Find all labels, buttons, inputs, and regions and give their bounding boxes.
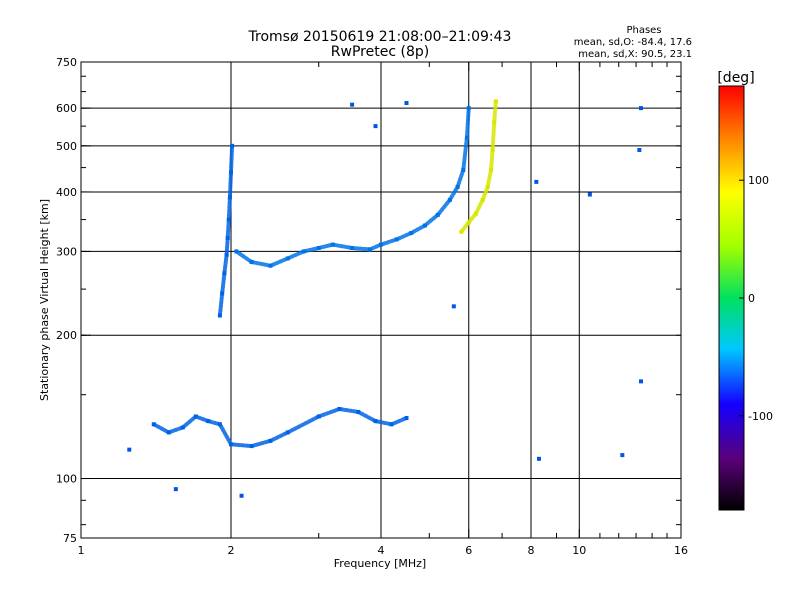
colorbar-tick-label: 100: [748, 174, 769, 187]
x-tick-label: 10: [572, 544, 586, 557]
x-tick-label: 8: [528, 544, 535, 557]
chart-subtitle: RwPretec (8p): [331, 44, 429, 60]
x-axis-ticks: 1 2 4 6 8 10 16: [78, 62, 688, 557]
echo-point: [173, 487, 178, 492]
x-tick-label: 1: [78, 544, 85, 557]
echo-point: [451, 304, 456, 309]
x-tick-label: 16: [674, 544, 688, 557]
y-tick-label: 75: [63, 532, 77, 545]
stats-o-mode: mean, sd,O: -84.4, 17.6: [574, 37, 692, 48]
y-tick-label: 750: [56, 56, 77, 69]
grid-lines: [81, 62, 681, 538]
colorbar-label: [deg]: [717, 70, 754, 86]
x-tick-label: 2: [228, 544, 235, 557]
x-tick-label: 4: [378, 544, 385, 557]
x-tick-label: 6: [465, 544, 472, 557]
header: Tromsø 20150619 21:08:00–21:09:43 RwPret…: [248, 25, 692, 60]
y-tick-label: 400: [56, 186, 77, 199]
colorbar-tick-label: -100: [748, 410, 773, 423]
echo-point: [536, 456, 541, 461]
echo-point: [587, 192, 592, 197]
echo-points: [127, 99, 644, 498]
y-tick-label: 600: [56, 102, 77, 115]
echo-point: [639, 106, 644, 111]
y-axis-label: Stationary phase Virtual Height [km]: [38, 199, 51, 401]
echo-point: [350, 102, 355, 107]
colorbar: [deg] 100 0 -100: [717, 70, 773, 511]
echo-trace: [234, 106, 471, 268]
colorbar-ticks: 100 0 -100: [739, 174, 773, 423]
echo-trace: [151, 406, 409, 449]
y-tick-label: 500: [56, 140, 77, 153]
y-axis-ticks: 75 100 200 300 400 500 600 750: [56, 56, 681, 545]
echo-point: [534, 179, 539, 184]
stats-x-mode: mean, sd,X: 90.5, 23.1: [578, 49, 692, 60]
chart-title: Tromsø 20150619 21:08:00–21:09:43: [248, 29, 512, 45]
echo-point: [404, 101, 409, 106]
echo-trace: [217, 143, 235, 318]
echo-point: [620, 453, 625, 458]
stats-heading: Phases: [626, 25, 661, 36]
echo-point: [639, 379, 644, 384]
x-axis-label: Frequency [MHz]: [334, 557, 426, 570]
y-tick-label: 200: [56, 329, 77, 342]
echo-point: [637, 147, 642, 152]
y-tick-label: 300: [56, 245, 77, 258]
y-tick-label: 100: [56, 473, 77, 486]
colorbar-tick-label: 0: [748, 292, 755, 305]
echo-trace: [459, 99, 498, 234]
echo-point: [239, 493, 244, 498]
echo-point: [127, 447, 132, 452]
echo-point: [373, 124, 378, 129]
